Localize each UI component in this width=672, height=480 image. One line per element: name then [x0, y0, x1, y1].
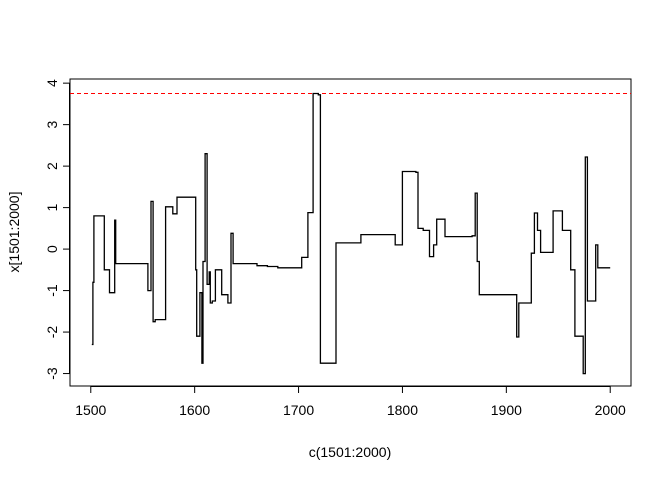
- y-axis-title: x[1501:2000]: [6, 192, 22, 273]
- series-line: [91, 92, 611, 375]
- y-tick-label: -2: [44, 326, 60, 339]
- x-tick-label: 1500: [75, 402, 106, 418]
- x-tick-label: 1800: [387, 402, 418, 418]
- x-tick-label: 1600: [179, 402, 210, 418]
- y-tick-label: -1: [44, 284, 60, 297]
- x-tick-label: 2000: [595, 402, 626, 418]
- y-tick-label: 0: [44, 245, 60, 253]
- x-tick-label: 1900: [491, 402, 522, 418]
- y-axis: -3 -2 -1 0 1 2 3 4: [44, 79, 70, 380]
- y-tick-label: 4: [44, 79, 60, 87]
- y-tick-label: 1: [44, 204, 60, 212]
- y-tick-label: -3: [44, 367, 60, 380]
- y-tick-label: 3: [44, 121, 60, 129]
- x-axis-title: c(1501:2000): [309, 444, 392, 460]
- x-tick-label: 1700: [283, 402, 314, 418]
- x-axis: 1500 1600 1700 1800 1900 2000: [75, 386, 626, 418]
- y-tick-label: 2: [44, 162, 60, 170]
